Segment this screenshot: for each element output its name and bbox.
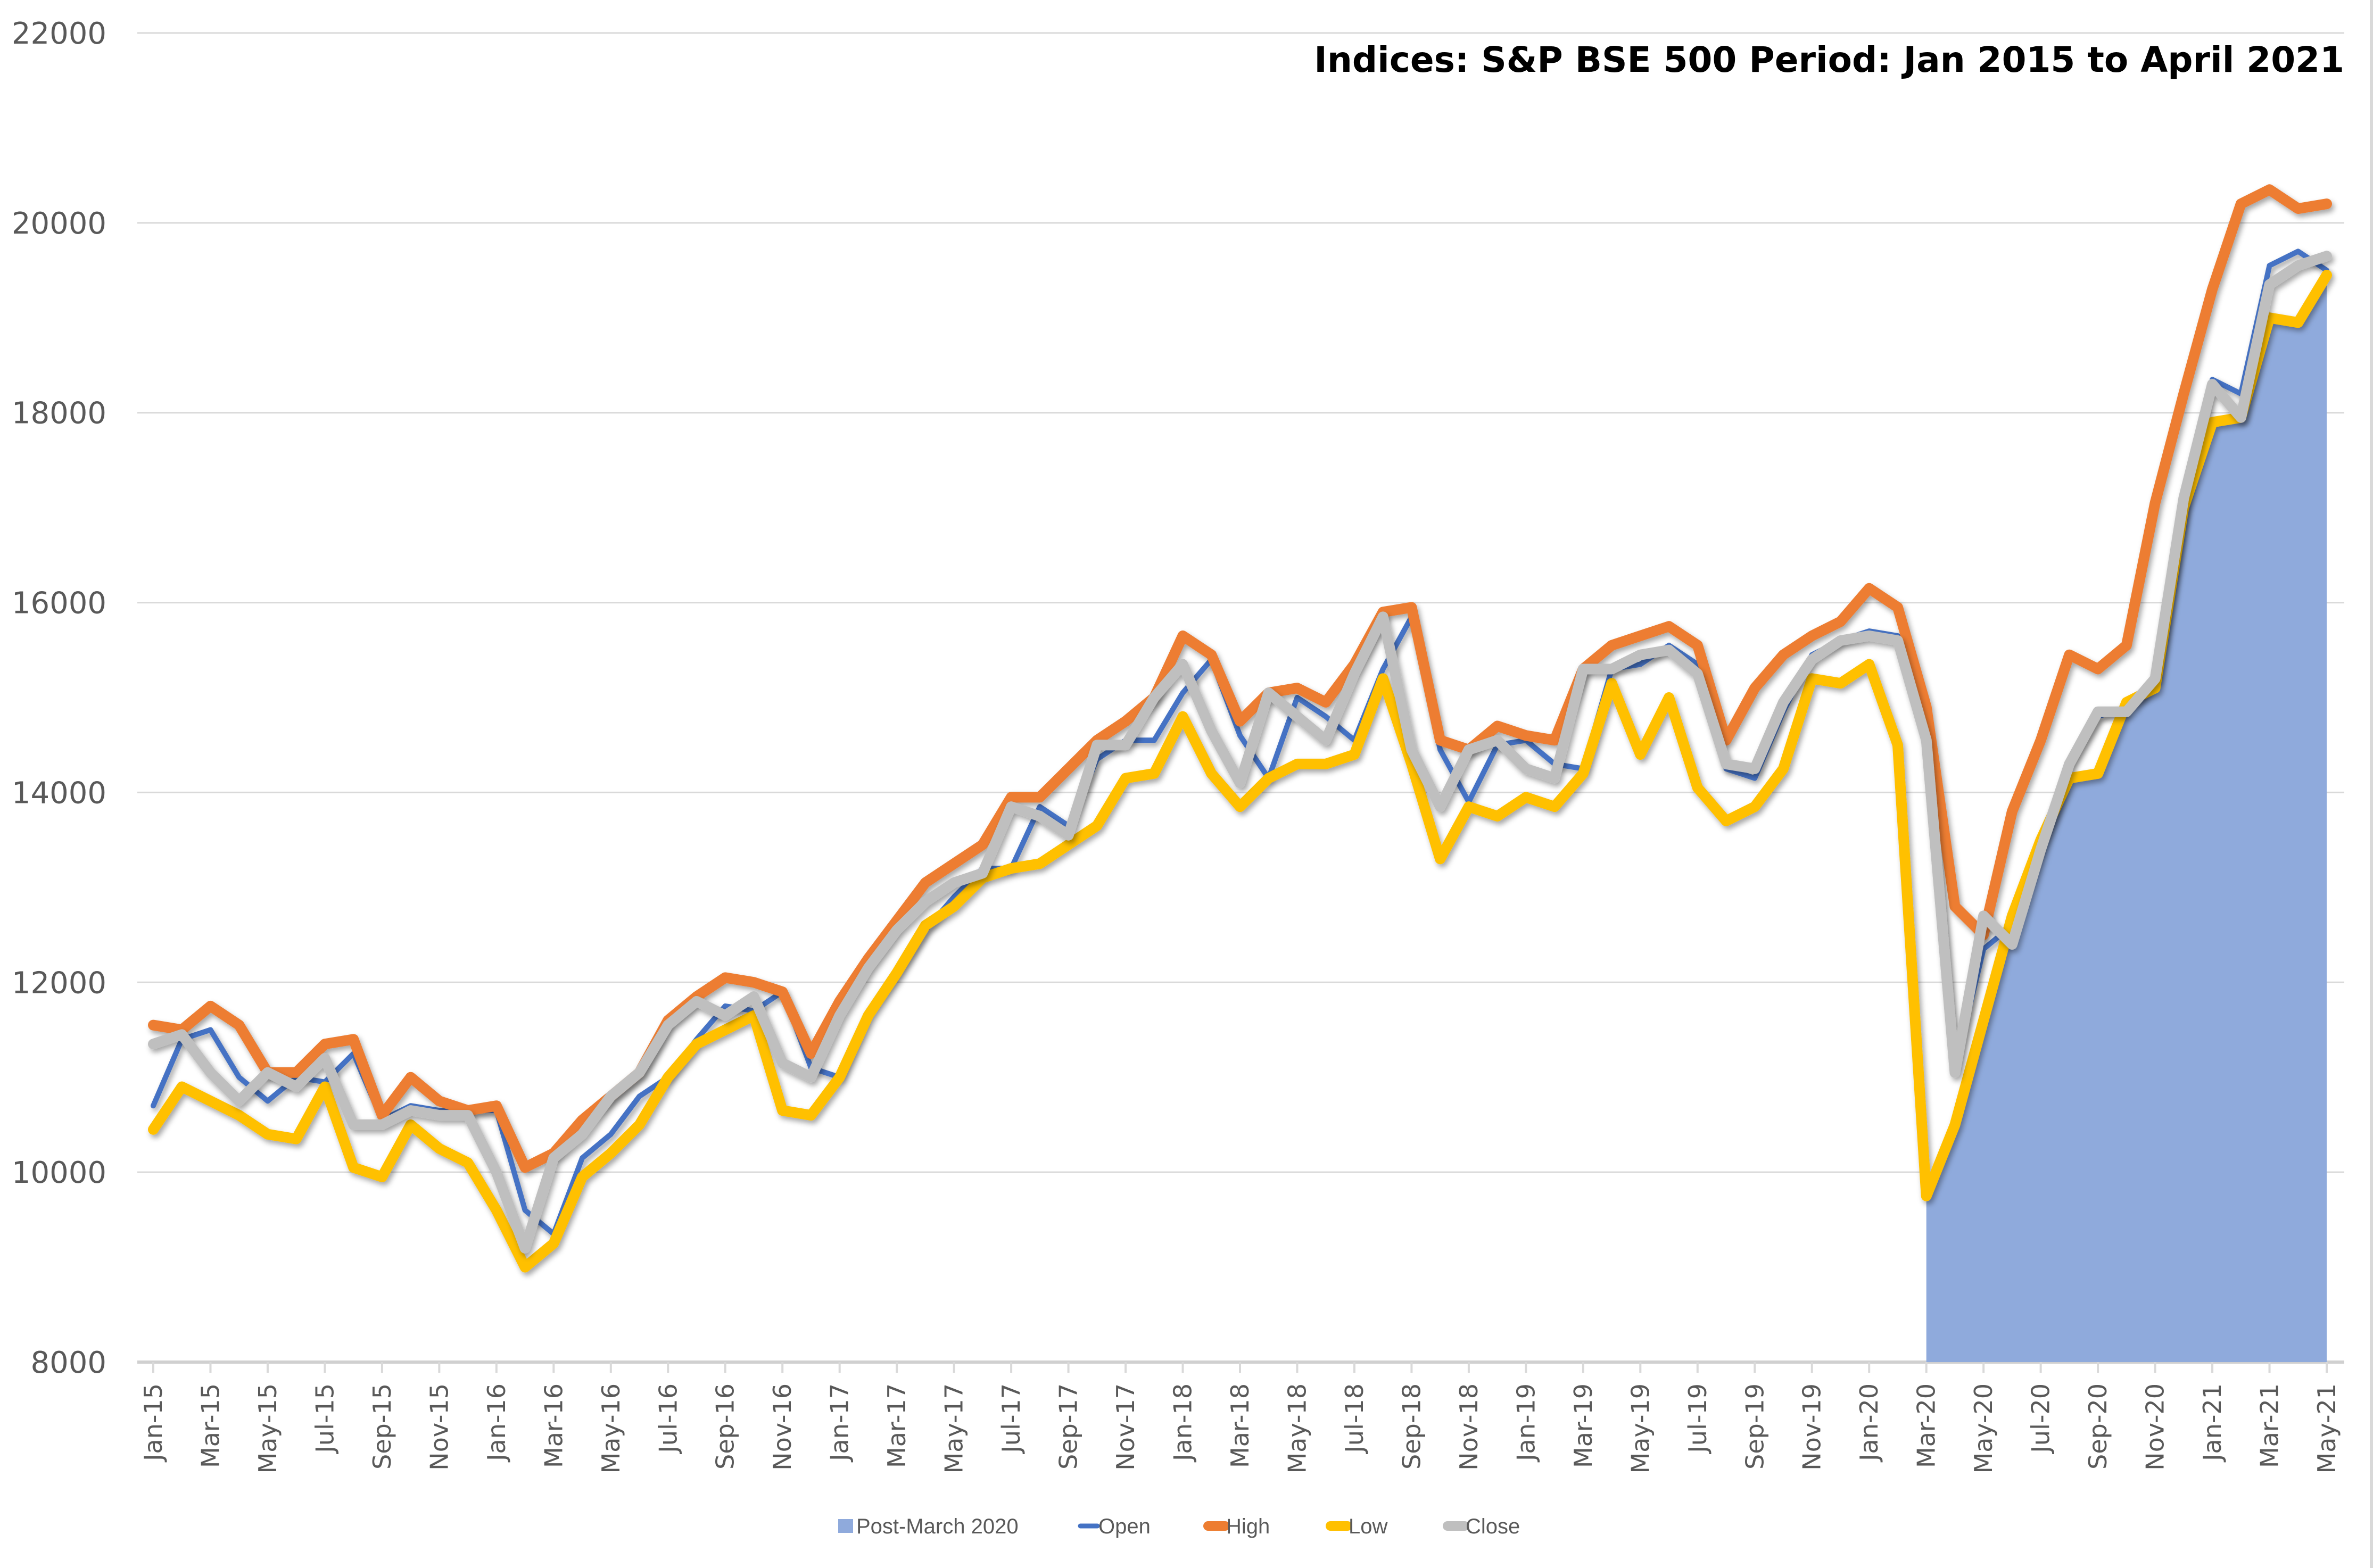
x-tick-label: Nov-17 (1111, 1383, 1140, 1471)
x-tick-label: Jul-17 (997, 1383, 1026, 1455)
x-tick-label: Sep-17 (1054, 1383, 1083, 1470)
y-axis: 8000 10000 12000 14000 16000 18000 20000 22000 (12, 16, 106, 1380)
legend-label: High (1226, 1515, 1270, 1538)
x-tick-label: Jan-20 (1855, 1383, 1883, 1463)
x-tick-label: Jan-17 (825, 1383, 854, 1463)
x-tick-label: May-15 (253, 1383, 282, 1473)
x-tick-label: Jan-16 (482, 1383, 511, 1463)
x-tick-label: Jul-16 (654, 1383, 682, 1455)
series-line-high (148, 184, 2332, 1173)
x-axis: Jan-15 Mar-15 May-15 Jul-15 Sep-15 Nov-15 Jan-… (139, 1362, 2341, 1473)
y-tick-label: 14000 (12, 776, 106, 810)
y-tick-label: 8000 (30, 1346, 106, 1380)
legend-item-post-march-2020: Post-March 2020 (838, 1515, 1019, 1538)
x-tick-label: Nov-16 (768, 1383, 797, 1471)
x-tick-label: Sep-19 (1740, 1383, 1769, 1470)
legend-item-open: Open (1078, 1515, 1151, 1538)
x-tick-label: Nov-15 (425, 1383, 453, 1471)
x-tick-label: Mar-21 (2255, 1383, 2284, 1468)
area-series (1926, 275, 2327, 1362)
x-tick-label: Nov-18 (1454, 1383, 1483, 1471)
x-tick-label: May-17 (940, 1383, 969, 1473)
y-tick-label: 20000 (12, 206, 106, 241)
legend-label: Post-March 2020 (856, 1515, 1019, 1538)
legend-item-close: Close (1443, 1515, 1520, 1538)
x-tick-label: May-21 (2312, 1383, 2341, 1473)
legend: Post-March 2020 Open High Low Close (838, 1515, 1520, 1538)
x-tick-label: May-18 (1283, 1383, 1311, 1473)
legend-label: Close (1466, 1515, 1520, 1538)
x-tick-label: May-16 (597, 1383, 625, 1473)
x-tick-label: Jul-20 (2027, 1383, 2055, 1455)
y-tick-label: 12000 (12, 966, 106, 1000)
x-tick-label: Mar-17 (882, 1383, 911, 1468)
series-line-close (148, 251, 2332, 1254)
x-tick-label: Mar-19 (1569, 1383, 1598, 1468)
legend-item-low: Low (1326, 1515, 1387, 1538)
x-tick-label: Mar-18 (1226, 1383, 1254, 1468)
x-tick-label: Sep-15 (368, 1383, 396, 1470)
x-tick-label: Nov-19 (1798, 1383, 1826, 1471)
x-tick-label: Jan-19 (1511, 1383, 1540, 1463)
x-tick-label: Sep-20 (2083, 1383, 2112, 1470)
x-tick-label: Mar-16 (539, 1383, 568, 1468)
x-tick-label: Sep-18 (1397, 1383, 1426, 1470)
y-tick-label: 16000 (12, 586, 106, 621)
series-line-low (148, 269, 2332, 1273)
legend-item-high: High (1203, 1515, 1270, 1538)
legend-label: Low (1349, 1515, 1387, 1538)
x-tick-label: Jan-15 (139, 1383, 168, 1463)
chart-title: Indices: S&P BSE 500 Period: Jan 2015 to… (1314, 39, 2344, 80)
x-tick-label: Jul-15 (310, 1383, 339, 1455)
y-tick-label: 18000 (12, 396, 106, 431)
x-tick-label: Sep-16 (711, 1383, 740, 1470)
x-tick-label: Nov-20 (2141, 1383, 2170, 1471)
x-tick-label: Mar-20 (1912, 1383, 1941, 1468)
x-tick-label: Jul-19 (1683, 1383, 1712, 1455)
x-tick-label: May-19 (1626, 1383, 1655, 1473)
x-tick-label: Mar-15 (196, 1383, 225, 1468)
area-post-march-2020 (1926, 275, 2327, 1362)
x-tick-label: May-20 (1969, 1383, 1998, 1473)
legend-swatch (838, 1519, 853, 1533)
x-tick-label: Jul-18 (1340, 1383, 1369, 1455)
legend-label: Open (1098, 1515, 1151, 1538)
y-tick-label: 22000 (12, 16, 106, 51)
x-tick-label: Jan-18 (1169, 1383, 1197, 1463)
y-tick-label: 10000 (12, 1156, 106, 1190)
x-tick-label: Jan-21 (2198, 1383, 2227, 1463)
line-series (148, 184, 2332, 1273)
